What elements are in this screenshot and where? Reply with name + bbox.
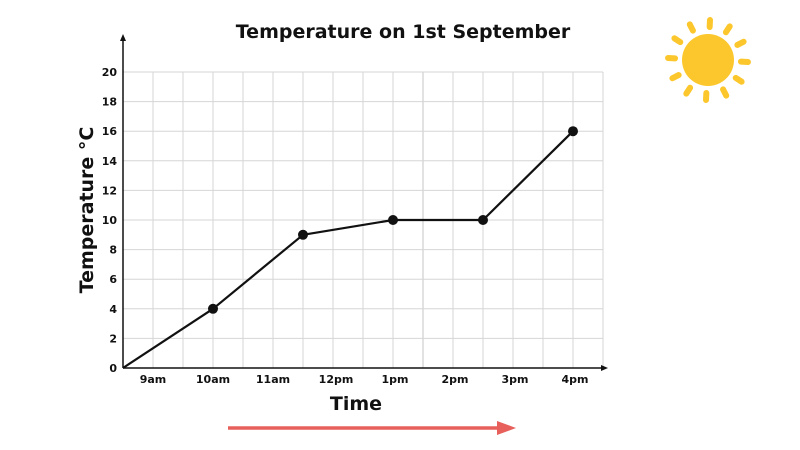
y-tick-labels: 0 2 4 6 8 10 12 14 16 18 20 <box>102 66 118 375</box>
y-tick-label: 8 <box>109 244 117 257</box>
y-tick-label: 20 <box>102 66 118 79</box>
x-axis-label: Time <box>330 393 382 415</box>
x-tick-label: 4pm <box>562 373 589 386</box>
axes <box>120 34 608 371</box>
y-tick-label: 16 <box>102 125 118 138</box>
x-tick-label: 2pm <box>442 373 469 386</box>
chart-title: Temperature on 1st September <box>236 21 571 43</box>
y-tick-label: 6 <box>109 273 117 286</box>
data-point <box>298 229 308 240</box>
y-axis-label: Temperature °C <box>76 127 98 294</box>
data-point <box>208 303 218 314</box>
x-tick-label: 1pm <box>382 373 409 386</box>
y-tick-label: 18 <box>102 96 117 109</box>
x-tick-labels: 9am 10am 11am 12pm 1pm 2pm 3pm 4pm <box>140 373 589 386</box>
x-tick-label: 10am <box>196 373 230 386</box>
grid <box>123 71 604 368</box>
data-point <box>388 215 398 225</box>
y-tick-label: 0 <box>109 362 117 375</box>
sun-icon <box>665 17 751 103</box>
x-tick-label: 3pm <box>502 373 529 386</box>
data-series <box>122 126 578 369</box>
y-tick-label: 4 <box>109 303 117 316</box>
y-tick-label: 14 <box>102 155 118 168</box>
x-tick-label: 11am <box>256 373 290 386</box>
x-tick-label: 9am <box>140 373 167 386</box>
time-arrow <box>228 421 516 435</box>
data-point <box>478 215 488 225</box>
y-tick-label: 12 <box>102 184 117 197</box>
x-tick-label: 12pm <box>319 373 354 386</box>
y-tick-label: 10 <box>102 214 118 227</box>
data-point <box>568 126 578 137</box>
y-tick-label: 2 <box>109 332 117 345</box>
